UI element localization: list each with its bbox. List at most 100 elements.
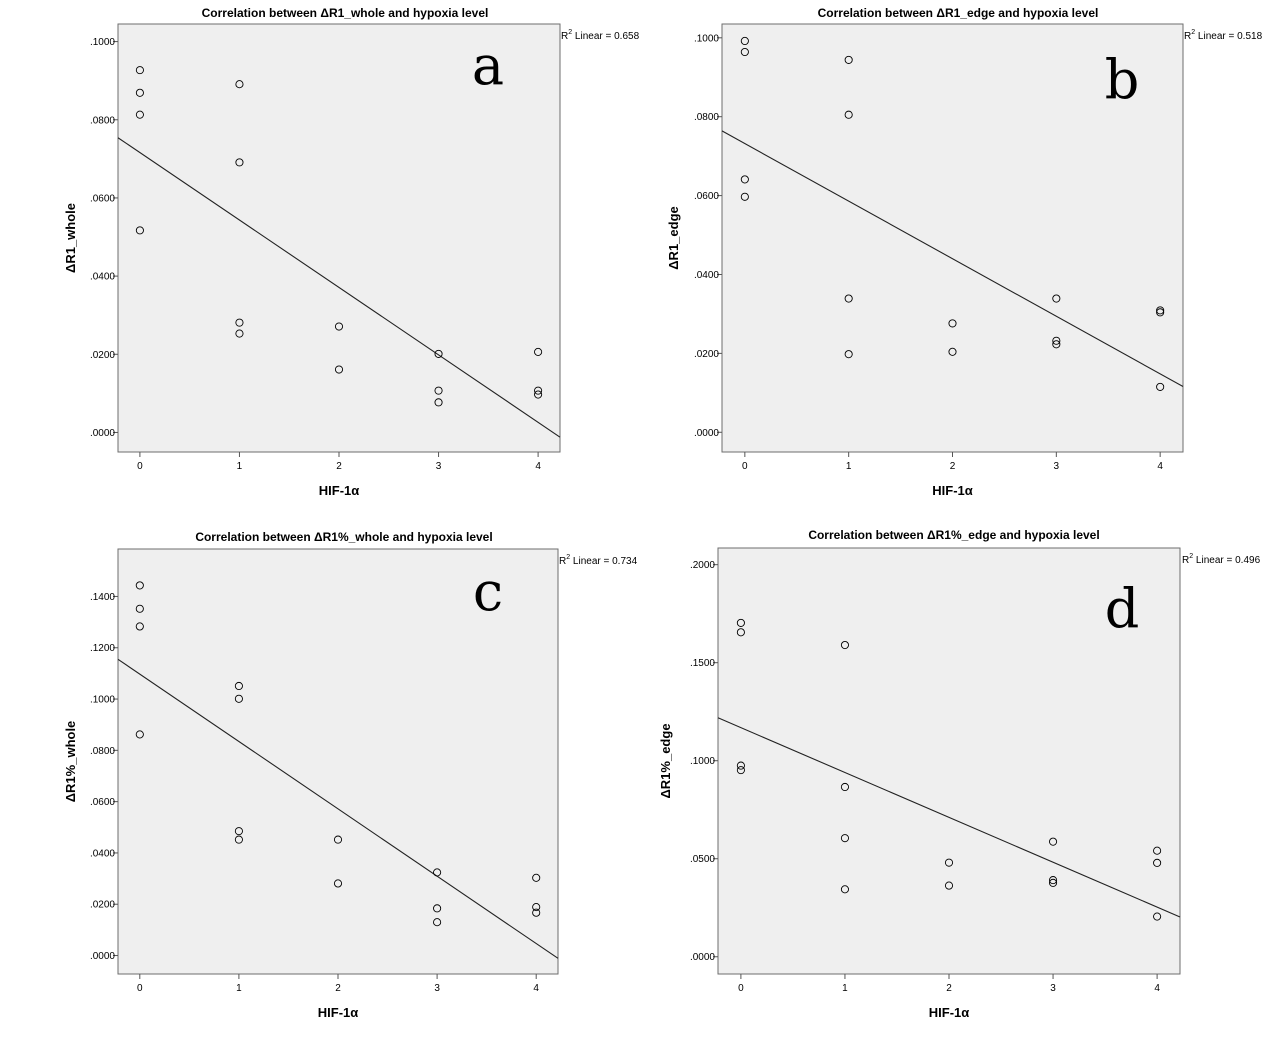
data-point bbox=[433, 918, 442, 927]
y-tick-label: .0200 bbox=[90, 350, 115, 361]
panel-letter: c bbox=[473, 560, 503, 623]
data-point bbox=[235, 318, 244, 327]
data-point bbox=[844, 350, 853, 359]
y-tick-label: .0200 bbox=[694, 349, 719, 360]
r2-prefix: R bbox=[1182, 555, 1189, 566]
data-point bbox=[135, 66, 144, 75]
y-tick-label: .1000 bbox=[90, 695, 115, 706]
data-point bbox=[1153, 846, 1162, 855]
y-tick-label: .1000 bbox=[690, 756, 715, 767]
chart-panel-b: Correlation between ΔR1_edge and hypoxia… bbox=[666, 6, 1263, 498]
y-tick-label: .1500 bbox=[690, 658, 715, 669]
r2-superscript: 2 bbox=[566, 554, 570, 561]
data-point bbox=[234, 681, 243, 691]
x-tick-label: 0 bbox=[137, 461, 143, 472]
data-point bbox=[135, 88, 144, 97]
data-point bbox=[434, 398, 443, 407]
data-point bbox=[532, 903, 541, 912]
x-axis-label: HIF-1α bbox=[929, 1005, 970, 1020]
data-point bbox=[135, 110, 144, 119]
data-point bbox=[948, 319, 957, 328]
fit-line bbox=[117, 658, 559, 959]
y-tick-label: .0800 bbox=[90, 746, 115, 757]
x-tick-label: 3 bbox=[1050, 983, 1056, 994]
y-axis-label: ΔR1_whole bbox=[63, 203, 78, 273]
data-point bbox=[534, 390, 543, 399]
y-tick-label: .0200 bbox=[90, 900, 115, 911]
x-tick-label: 2 bbox=[336, 461, 342, 472]
data-point bbox=[433, 904, 442, 913]
x-tick-label: 1 bbox=[846, 461, 852, 472]
y-tick-label: .0000 bbox=[690, 952, 715, 963]
data-point bbox=[433, 868, 442, 877]
y-tick-label: .1000 bbox=[90, 37, 115, 48]
data-point bbox=[235, 158, 244, 167]
data-point bbox=[434, 349, 443, 358]
x-tick-label: 3 bbox=[436, 461, 442, 472]
data-point bbox=[736, 761, 745, 770]
y-tick-label: .0000 bbox=[694, 428, 719, 439]
data-point bbox=[334, 365, 344, 374]
y-tick-label: .1400 bbox=[90, 592, 115, 603]
data-point bbox=[740, 36, 749, 46]
r2-superscript: 2 bbox=[1189, 553, 1193, 560]
x-tick-label: 1 bbox=[237, 461, 243, 472]
data-point bbox=[1052, 336, 1061, 345]
r2-value: Linear = 0.734 bbox=[570, 556, 637, 567]
y-tick-label: .0400 bbox=[90, 848, 115, 859]
fit-line bbox=[117, 137, 561, 438]
r2-annotation: R2 Linear = 0.734 bbox=[559, 554, 638, 567]
data-point bbox=[1153, 912, 1162, 921]
data-point bbox=[235, 329, 244, 338]
r2-superscript: 2 bbox=[1191, 29, 1195, 36]
data-point bbox=[333, 879, 343, 888]
chart-panel-d: Correlation between ΔR1%_edge and hypoxi… bbox=[658, 528, 1261, 1020]
data-point bbox=[135, 604, 144, 613]
x-tick-label: 0 bbox=[738, 983, 744, 994]
y-tick-label: .1000 bbox=[694, 33, 719, 44]
y-tick-label: .0800 bbox=[90, 115, 115, 126]
data-point bbox=[234, 694, 243, 703]
x-tick-label: 4 bbox=[533, 983, 539, 994]
y-tick-label: .0000 bbox=[90, 951, 115, 962]
data-point bbox=[135, 581, 144, 590]
data-point bbox=[1052, 294, 1061, 303]
y-tick-label: .0400 bbox=[90, 272, 115, 283]
data-point bbox=[333, 835, 343, 844]
data-point bbox=[740, 192, 749, 201]
data-point bbox=[135, 226, 144, 235]
r2-annotation: R2 Linear = 0.518 bbox=[1184, 29, 1263, 42]
x-tick-label: 2 bbox=[335, 983, 341, 994]
fit-line bbox=[717, 717, 1181, 918]
data-point bbox=[1156, 306, 1165, 315]
data-point bbox=[944, 881, 954, 890]
plot-area bbox=[721, 23, 1184, 453]
chart-panel-a: Correlation between ΔR1_whole and hypoxi… bbox=[63, 6, 640, 498]
r2-superscript: 2 bbox=[568, 29, 572, 36]
y-axis-label: ΔR1%_whole bbox=[63, 721, 78, 803]
x-axis-label: HIF-1α bbox=[932, 483, 973, 498]
x-axis-label: HIF-1α bbox=[318, 1005, 359, 1020]
data-point bbox=[844, 294, 853, 303]
y-tick-label: .0600 bbox=[90, 797, 115, 808]
r2-prefix: R bbox=[561, 31, 568, 42]
r2-value: Linear = 0.518 bbox=[1195, 31, 1262, 42]
y-axis-label: ΔR1_edge bbox=[666, 206, 681, 270]
y-tick-label: .0500 bbox=[690, 854, 715, 865]
data-point bbox=[1049, 878, 1058, 887]
x-tick-label: 4 bbox=[1154, 983, 1160, 994]
data-point bbox=[1049, 876, 1058, 885]
y-tick-label: .0600 bbox=[694, 191, 719, 202]
x-tick-label: 4 bbox=[1157, 461, 1163, 472]
data-point bbox=[1156, 382, 1165, 391]
chart-title: Correlation between ΔR1_edge and hypoxia… bbox=[818, 6, 1099, 20]
data-point bbox=[135, 622, 144, 631]
data-point bbox=[235, 80, 244, 89]
data-point bbox=[944, 858, 954, 867]
data-point bbox=[1153, 858, 1162, 867]
y-tick-label: .0800 bbox=[694, 112, 719, 123]
data-point bbox=[736, 618, 745, 627]
r2-value: Linear = 0.496 bbox=[1193, 555, 1260, 566]
panel-letter: b bbox=[1105, 48, 1140, 111]
data-point bbox=[736, 628, 745, 637]
